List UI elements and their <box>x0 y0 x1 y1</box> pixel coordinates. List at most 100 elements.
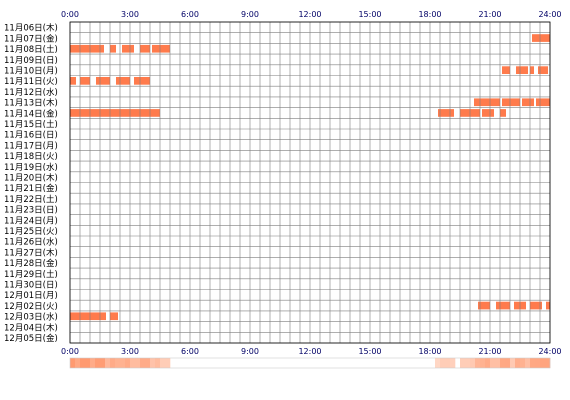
activity-bar <box>522 98 534 107</box>
summary-cell <box>540 358 546 368</box>
x-tick-label-top: 18:00 <box>418 10 441 19</box>
activity-bar <box>80 77 90 85</box>
row-date-label: 11月25日(火) <box>4 227 58 237</box>
summary-cell <box>85 358 91 368</box>
row-date-label: 11月08日(土) <box>4 44 58 55</box>
summary-cell <box>80 358 86 368</box>
row-date-label: 11月30日(日) <box>4 281 58 291</box>
summary-cell <box>505 358 511 368</box>
row-date-label: 11月21日(金) <box>4 183 58 194</box>
summary-cell <box>130 358 136 368</box>
activity-bar <box>70 109 160 117</box>
activity-bar <box>482 109 494 117</box>
summary-cell <box>535 358 541 368</box>
row-date-label: 11月18日(火) <box>4 152 58 162</box>
row-date-label: 11月16日(日) <box>4 131 58 141</box>
x-tick-label-top: 24:00 <box>538 10 561 19</box>
row-date-label: 11月13日(木) <box>4 98 58 109</box>
plot-border <box>69 21 551 344</box>
row-date-label: 11月14日(金) <box>4 108 58 119</box>
activity-bar <box>152 44 170 53</box>
summary-cell <box>145 358 151 368</box>
row-date-label: 11月07日(金) <box>4 33 58 44</box>
summary-cell <box>510 358 516 368</box>
row-date-label: 11月26日(水) <box>4 237 58 248</box>
summary-cell <box>475 358 481 368</box>
summary-cell <box>135 358 141 368</box>
x-tick-label-bottom: 15:00 <box>358 347 381 356</box>
summary-cell <box>70 358 76 368</box>
row-date-label: 11月22日(土) <box>4 194 58 205</box>
x-tick-label-bottom: 21:00 <box>478 347 501 356</box>
activity-bar <box>496 301 510 310</box>
row-date-label: 11月23日(日) <box>4 206 58 216</box>
summary-cell <box>500 358 506 368</box>
activity-bar <box>438 109 454 117</box>
row-date-label: 11月12日(水) <box>4 87 58 98</box>
summary-cell <box>545 358 551 368</box>
x-tick-label-top: 3:00 <box>121 10 139 19</box>
row-date-label: 11月19日(水) <box>4 162 58 173</box>
summary-cell <box>150 358 156 368</box>
summary-cell <box>435 358 441 368</box>
row-date-label: 11月20日(木) <box>4 173 58 184</box>
summary-cell <box>530 358 536 368</box>
x-tick-label-bottom: 6:00 <box>181 347 199 356</box>
activity-bar <box>516 66 528 74</box>
summary-cell <box>95 358 101 368</box>
row-date-label: 11月15日(土) <box>4 119 58 130</box>
x-tick-label-bottom: 12:00 <box>298 347 321 356</box>
x-tick-label-bottom: 24:00 <box>538 347 561 356</box>
row-date-label: 11月09日(日) <box>4 56 58 66</box>
x-tick-label-bottom: 3:00 <box>121 347 139 356</box>
summary-cell <box>460 358 466 368</box>
activity-bar <box>110 44 116 53</box>
summary-cell <box>465 358 471 368</box>
activity-bar <box>538 66 548 74</box>
summary-cell <box>515 358 521 368</box>
activity-bar <box>532 34 550 42</box>
x-tick-label-top: 0:00 <box>61 10 79 19</box>
activity-bar <box>530 301 542 310</box>
row-date-label: 12月04日(木) <box>4 322 58 333</box>
activity-bar <box>530 66 534 74</box>
row-date-label: 11月17日(月) <box>4 141 58 151</box>
summary-cell <box>125 358 131 368</box>
row-date-label: 12月02日(火) <box>4 302 58 312</box>
summary-cell <box>115 358 121 368</box>
summary-cell <box>470 358 476 368</box>
activity-bar <box>478 301 490 310</box>
activity-bar <box>134 77 150 85</box>
row-date-label: 11月28日(金) <box>4 258 58 269</box>
x-tick-label-top: 12:00 <box>298 10 321 19</box>
x-tick-label-bottom: 9:00 <box>241 347 259 356</box>
row-date-label: 11月29日(土) <box>4 269 58 280</box>
summary-cell <box>90 358 96 368</box>
activity-bar <box>502 66 510 74</box>
row-date-label: 11月10日(月) <box>4 67 58 77</box>
activity-bar <box>96 77 110 85</box>
row-date-label: 11月24日(月) <box>4 216 58 226</box>
summary-cell <box>140 358 146 368</box>
summary-cell <box>105 358 111 368</box>
summary-cell <box>525 358 531 368</box>
activity-bar <box>110 312 118 321</box>
hourly-summary-strip <box>69 357 551 369</box>
x-tick-label-bottom: 18:00 <box>418 347 441 356</box>
summary-cell <box>75 358 81 368</box>
activity-bar <box>140 44 150 53</box>
activity-bar <box>536 98 550 107</box>
summary-cell <box>440 358 446 368</box>
activity-bar <box>122 44 134 53</box>
grid-lines <box>69 21 551 344</box>
summary-cell <box>100 358 106 368</box>
summary-cell <box>110 358 116 368</box>
row-date-label: 11月06日(木) <box>4 23 58 34</box>
summary-cell <box>445 358 451 368</box>
row-date-label: 12月01日(月) <box>4 291 58 301</box>
activity-bar <box>474 98 500 107</box>
summary-cell <box>160 358 166 368</box>
summary-cell <box>485 358 491 368</box>
x-tick-label-top: 21:00 <box>478 10 501 19</box>
